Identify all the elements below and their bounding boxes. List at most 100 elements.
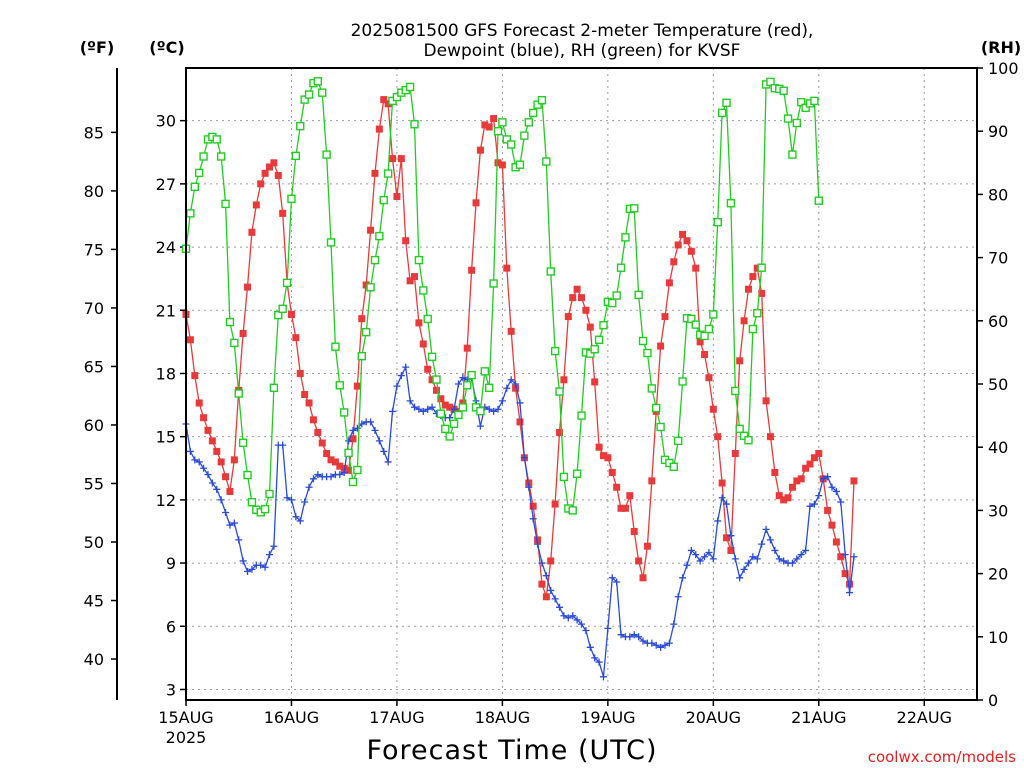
temperature-point xyxy=(674,241,682,249)
dewpoint-point xyxy=(411,403,419,411)
chart-title-line2: Dewpoint (blue), RH (green) for KVSF xyxy=(424,41,741,61)
dewpoint-point xyxy=(758,540,766,548)
dewpoint-point xyxy=(340,468,348,476)
rh-tick-label: 80 xyxy=(988,185,1008,204)
rh-point xyxy=(221,199,230,209)
rh-point xyxy=(709,310,718,319)
temperature-point xyxy=(481,121,489,129)
temperature-point xyxy=(740,317,748,325)
temperature-point xyxy=(301,391,309,399)
dewpoint-point xyxy=(828,483,836,491)
temperature-point xyxy=(459,399,467,407)
dewpoint-point xyxy=(709,555,717,563)
dewpoint-point xyxy=(208,479,216,487)
rh-point xyxy=(212,135,221,144)
f-tick-label: 55 xyxy=(84,474,104,493)
rh-point xyxy=(282,278,292,288)
dewpoint-point xyxy=(287,496,295,504)
dewpoint-point xyxy=(613,578,621,586)
temperature-point xyxy=(635,557,643,565)
rh-point xyxy=(357,351,366,361)
temperature-point xyxy=(468,266,476,274)
temperature-point xyxy=(432,386,440,394)
dewpoint-point xyxy=(389,407,397,415)
dewpoint-point xyxy=(375,437,383,445)
dewpoint-point xyxy=(793,555,801,563)
temperature-point xyxy=(261,169,269,177)
rh-point xyxy=(445,432,454,441)
temperature-point xyxy=(217,458,225,466)
temperature-point xyxy=(204,426,212,434)
dewpoint-point xyxy=(235,536,243,544)
c-tick-label: 15 xyxy=(156,428,176,447)
rh-point xyxy=(616,263,626,272)
dewpoint-point xyxy=(191,456,199,464)
rh-point xyxy=(190,182,199,192)
temperature-point xyxy=(195,399,203,407)
temperature-point xyxy=(476,146,484,154)
dewpoint-point xyxy=(406,397,414,405)
temperature-point xyxy=(349,435,357,443)
rh-point xyxy=(485,383,494,392)
rh-point xyxy=(458,403,468,412)
dewpoint-point xyxy=(314,471,322,479)
rh-point xyxy=(669,462,678,471)
x-axis-title: Forecast Time (UTC) xyxy=(366,735,657,766)
f-tick-label: 80 xyxy=(84,182,104,201)
dewpoint-point xyxy=(837,498,845,506)
temperature-point xyxy=(560,376,568,384)
rh-axis: 0 10 20 30 40 50 60 70 80 90 100 xyxy=(977,59,1019,710)
dewpoint-point xyxy=(586,643,594,651)
rh-tick-label: 10 xyxy=(988,628,1008,647)
rh-point xyxy=(643,348,652,358)
rh-point xyxy=(318,88,327,97)
rh-point xyxy=(498,118,507,127)
rh-point xyxy=(757,263,766,272)
dewpoint-point xyxy=(551,595,559,603)
dewpoint-point xyxy=(353,424,361,432)
celsius-axis: 3 6 9 12 15 18 21 24 27 30 xyxy=(156,112,186,699)
dewpoint-point xyxy=(397,372,405,380)
dewpoint-point xyxy=(824,473,832,481)
rh-point xyxy=(717,108,727,118)
temperature-point xyxy=(718,479,726,487)
dewpoint-point xyxy=(402,363,410,371)
dewpoint-point xyxy=(665,639,673,647)
temperature-line xyxy=(185,98,855,598)
dewpoint-point xyxy=(648,639,656,647)
temperature-point xyxy=(837,553,845,561)
temperature-point xyxy=(424,365,432,373)
temperature-point xyxy=(850,477,858,485)
temperature-point xyxy=(670,258,678,266)
temperature-point xyxy=(270,159,278,167)
rh-point xyxy=(331,342,340,351)
temperature-point xyxy=(564,313,572,321)
rh-point xyxy=(234,389,243,398)
rh-point xyxy=(370,255,380,265)
rh-point xyxy=(238,438,248,447)
rh-point xyxy=(810,96,819,106)
dewpoint-point xyxy=(744,559,752,567)
temperature-point xyxy=(595,443,603,451)
temperature-point xyxy=(793,477,801,485)
credit-text: coolwx.com/models xyxy=(868,748,1016,766)
dewpoint-point xyxy=(617,631,625,639)
dewpoint-point xyxy=(841,551,849,559)
dewpoint-point xyxy=(652,641,660,649)
dewpoint-point xyxy=(679,574,687,582)
rh-point xyxy=(691,320,700,329)
rh-point xyxy=(748,324,758,334)
f-tick-label: 45 xyxy=(84,592,104,611)
rh-point xyxy=(533,100,542,109)
rh-point xyxy=(379,195,388,205)
dewpoint-point xyxy=(367,418,375,426)
dewpoint-point xyxy=(301,498,309,506)
rh-point xyxy=(300,95,309,104)
rh-point xyxy=(476,406,485,416)
dewpoint-point xyxy=(230,519,238,527)
c-tick-label: 21 xyxy=(156,301,176,320)
dewpoint-point xyxy=(222,509,230,517)
rh-point xyxy=(361,327,371,337)
dewpoint-point xyxy=(657,643,665,651)
rh-tick-label: 50 xyxy=(988,375,1008,394)
